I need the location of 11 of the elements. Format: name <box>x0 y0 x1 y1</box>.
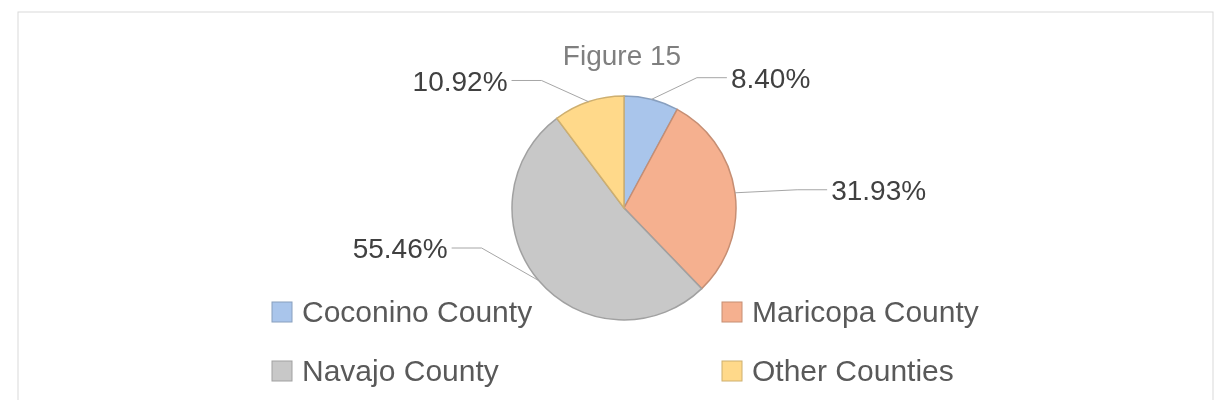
legend-label: Maricopa County <box>752 295 979 328</box>
data-label: 8.40% <box>730 62 811 94</box>
legend-label: Navajo County <box>302 354 499 387</box>
legend-label: Other Counties <box>752 354 954 387</box>
legend-label: Coconino County <box>302 295 533 328</box>
data-label: 10.92% <box>412 65 508 97</box>
data-label: 31.93% <box>831 174 927 206</box>
pie-slice <box>556 95 625 209</box>
data-label: 55.46% <box>352 233 448 264</box>
chart-title: Figure 15 <box>562 40 682 71</box>
pie-slice <box>623 108 737 290</box>
